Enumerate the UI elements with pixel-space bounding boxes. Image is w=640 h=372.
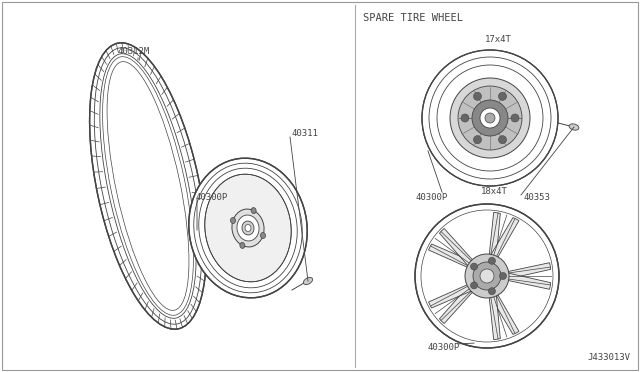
Ellipse shape: [569, 124, 579, 130]
Circle shape: [480, 108, 500, 128]
Circle shape: [488, 288, 495, 295]
Ellipse shape: [242, 221, 254, 235]
Circle shape: [511, 114, 519, 122]
Polygon shape: [429, 244, 475, 269]
Circle shape: [480, 269, 494, 283]
Text: 40300P: 40300P: [415, 192, 447, 202]
Text: 40300P: 40300P: [196, 193, 228, 202]
Circle shape: [499, 92, 506, 100]
Ellipse shape: [232, 209, 264, 247]
Text: 40300P: 40300P: [427, 343, 460, 352]
Circle shape: [470, 263, 477, 270]
Polygon shape: [440, 283, 475, 324]
Ellipse shape: [205, 174, 291, 282]
Text: SPARE TIRE WHEEL: SPARE TIRE WHEEL: [363, 13, 463, 23]
Circle shape: [488, 257, 495, 264]
Ellipse shape: [230, 218, 236, 224]
Text: 17x4T: 17x4T: [484, 35, 511, 45]
Circle shape: [485, 113, 495, 123]
Circle shape: [472, 100, 508, 136]
Polygon shape: [429, 283, 475, 308]
Ellipse shape: [240, 243, 245, 248]
Ellipse shape: [245, 225, 251, 231]
Polygon shape: [440, 228, 475, 269]
Text: 40353: 40353: [523, 192, 550, 202]
Ellipse shape: [303, 278, 312, 285]
Circle shape: [450, 78, 530, 158]
Circle shape: [473, 262, 501, 290]
Circle shape: [474, 136, 481, 144]
Circle shape: [422, 50, 558, 186]
Circle shape: [461, 114, 469, 122]
Text: J433013V: J433013V: [587, 353, 630, 362]
Ellipse shape: [100, 54, 196, 318]
Circle shape: [474, 92, 481, 100]
Polygon shape: [489, 212, 500, 260]
Ellipse shape: [251, 208, 256, 214]
Circle shape: [470, 282, 477, 289]
Circle shape: [458, 86, 522, 150]
Polygon shape: [489, 292, 519, 334]
Text: 40311: 40311: [292, 128, 319, 138]
Ellipse shape: [260, 232, 266, 238]
Polygon shape: [504, 272, 550, 289]
Circle shape: [499, 136, 506, 144]
Circle shape: [499, 273, 506, 279]
Polygon shape: [504, 263, 550, 280]
Text: 40312M: 40312M: [118, 48, 150, 57]
Polygon shape: [489, 292, 500, 340]
Ellipse shape: [90, 43, 206, 329]
Ellipse shape: [189, 158, 307, 298]
Circle shape: [415, 204, 559, 348]
Circle shape: [465, 254, 509, 298]
Ellipse shape: [237, 215, 259, 241]
Text: 18x4T: 18x4T: [481, 187, 508, 196]
Polygon shape: [489, 218, 519, 260]
